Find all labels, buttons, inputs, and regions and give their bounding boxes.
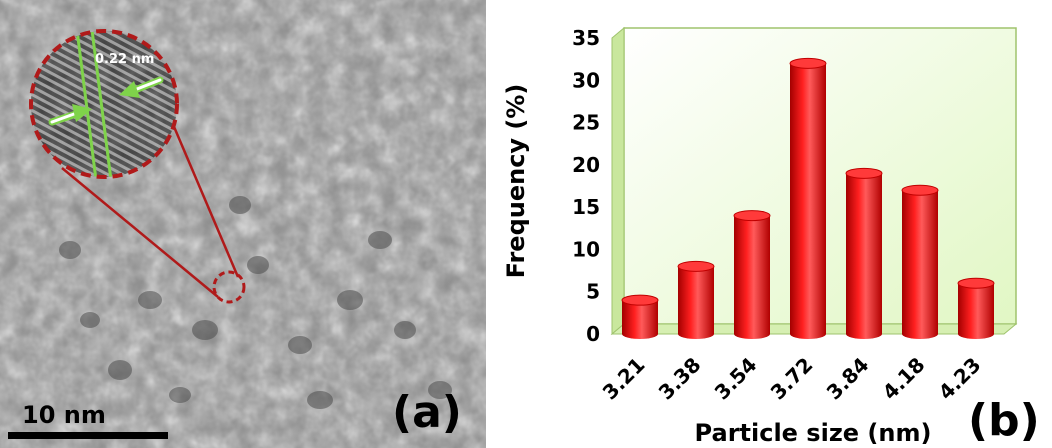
histogram-bar (957, 277, 995, 339)
histogram-bar (901, 184, 939, 339)
histogram-bar (621, 294, 659, 339)
bar-body (734, 215, 770, 339)
left-arrow-icon (48, 104, 92, 126)
histogram-bar (845, 167, 883, 339)
histogram-bar (677, 260, 715, 339)
nanoparticle-dots (59, 196, 452, 409)
panel-label-a: (a) (392, 387, 462, 438)
chart-side-wall (611, 26, 625, 336)
bar-body (678, 266, 714, 339)
bar-body (790, 63, 826, 339)
x-tick-label: 4.18 (878, 353, 930, 405)
y-tick-label: 30 (572, 68, 600, 92)
tem-micrograph: 0.22 nm 10 nm (a) (0, 0, 486, 448)
bar-top (677, 260, 715, 272)
scale-bar (8, 432, 168, 439)
right-arrow-icon (119, 76, 164, 98)
y-tick-label: 5 (586, 280, 600, 304)
bar-body (902, 190, 938, 339)
bar-top (621, 294, 659, 306)
y-tick-label: 0 (586, 322, 600, 346)
x-tick-label: 3.38 (654, 353, 706, 405)
x-axis-label: Particle size (nm) (695, 419, 932, 447)
bar-body (622, 300, 658, 339)
y-tick-label: 15 (572, 195, 600, 219)
bar-top (901, 184, 939, 196)
y-tick-label: 35 (572, 26, 600, 50)
inset-connector-line (170, 121, 240, 278)
bar-top (733, 210, 771, 222)
x-tick-label: 3.54 (710, 353, 762, 405)
x-axis-ticks: 3.21 3.38 3.54 3.72 3.84 4.18 4.23 (598, 353, 986, 405)
hrtem-inset: 0.22 nm (29, 29, 179, 179)
bar-body (846, 173, 882, 339)
histogram-bars (621, 57, 995, 339)
bar-body (958, 283, 994, 339)
histogram-bar (733, 210, 771, 339)
bar-top (957, 277, 995, 289)
particle-size-histogram: 0 5 10 15 20 25 30 35 3.21 3.38 3.54 3.72 3.84 4.18 4… (486, 0, 1052, 448)
fringe-marker-line (90, 31, 113, 177)
bar-top (845, 167, 883, 179)
bar-top (789, 57, 827, 69)
inset-border (29, 29, 179, 179)
selected-particle-marker (212, 270, 246, 304)
y-tick-label: 25 (572, 111, 600, 135)
histogram-chart: 0 5 10 15 20 25 30 35 3.21 3.38 3.54 3.72 3.84 4.18 4… (502, 26, 1040, 447)
y-axis-label: Frequency (%) (502, 84, 530, 279)
fringe-marker-line (75, 31, 98, 177)
lattice-spacing-label: 0.22 nm (95, 52, 154, 67)
y-tick-label: 10 (572, 237, 600, 261)
panel-label-b: (b) (968, 395, 1040, 446)
scale-bar-label: 10 nm (22, 401, 106, 429)
tem-image-panel: 0.22 nm 10 nm (a) (0, 0, 486, 448)
x-tick-label: 3.84 (822, 353, 874, 405)
histogram-bar (789, 57, 827, 339)
y-tick-label: 20 (572, 153, 600, 177)
x-tick-label: 3.21 (598, 353, 650, 405)
inset-connector-line (61, 167, 219, 298)
x-tick-label: 3.72 (766, 353, 818, 405)
y-axis-ticks: 0 5 10 15 20 25 30 35 (572, 26, 600, 346)
